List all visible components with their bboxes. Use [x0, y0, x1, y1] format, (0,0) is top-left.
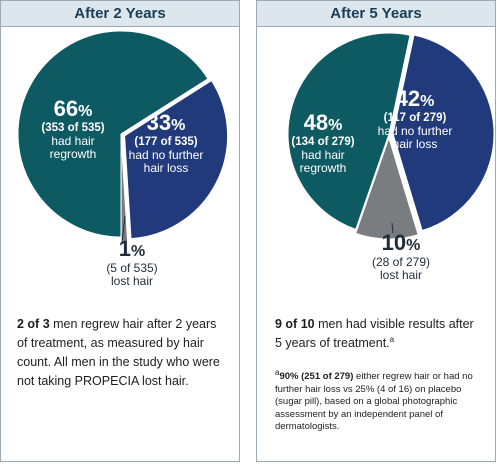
slice-label-no-further-loss: 42% (117 of 279) had no further hair los…	[375, 86, 455, 151]
footnote-marker: a	[389, 334, 395, 344]
slice-caption: had hair regrowth	[299, 147, 347, 175]
summary-body: men regrew hair after 2 years of treatme…	[17, 317, 220, 388]
pie-slice-lost-hair	[355, 136, 419, 240]
slice-percent: 66	[53, 96, 79, 121]
percent-sign: %	[406, 237, 421, 254]
panel-title: After 2 Years	[1, 1, 239, 27]
slice-caption: had hair regrowth	[49, 133, 97, 161]
panel-after-5-years: After 5 Years 48% (134 of 279) had hair …	[256, 0, 496, 462]
panel-after-2-years: After 2 Years 66% (353 of 535) had hair …	[0, 0, 240, 462]
pie-slice-no-further-loss	[124, 79, 229, 240]
slice-label-regrowth: 66% (353 of 535) had hair regrowth	[29, 96, 117, 161]
slice-label-lost-hair: 1% (5 of 535) lost hair	[97, 236, 167, 289]
percent-sign: %	[78, 103, 93, 120]
slice-count: (353 of 535)	[41, 121, 105, 134]
summary-body: men had visible results after 5 years of…	[275, 317, 474, 350]
summary-text: 9 of 10 men had visible results after 5 …	[275, 315, 475, 353]
pie-chart-2-years	[17, 30, 229, 244]
footnote: a90% (251 of 279) either regrew hair or …	[275, 367, 475, 434]
slice-caption: had no further hair loss	[128, 147, 204, 175]
slice-count: (117 of 279)	[383, 111, 447, 124]
leader-line	[121, 215, 126, 244]
summary-text: 2 of 3 men regrew hair after 2 years of …	[17, 315, 229, 391]
percent-sign: %	[420, 93, 435, 110]
slice-count: (5 of 535)	[106, 260, 158, 275]
pie-chart-5-years	[287, 32, 495, 240]
pie-slice-regrowth	[287, 32, 411, 231]
slice-percent: 1	[118, 236, 131, 261]
slice-percent: 42	[395, 86, 421, 111]
slice-caption: had no further hair loss	[377, 123, 453, 151]
slice-percent: 33	[146, 110, 172, 135]
pie-slice-regrowth	[17, 30, 209, 238]
summary-lead: 2 of 3	[17, 317, 50, 331]
summary-lead: 9 of 10	[275, 317, 315, 331]
slice-label-lost-hair: 10% (28 of 279) lost hair	[363, 230, 439, 283]
slice-percent: 48	[303, 110, 329, 135]
slice-count: (177 of 535)	[134, 135, 198, 148]
pie-slice-lost-hair	[120, 137, 129, 242]
footnote-body: either regrew hair or had no further hai…	[275, 371, 473, 432]
slice-count: (134 of 279)	[291, 135, 355, 148]
percent-sign: %	[131, 243, 146, 260]
leader-line	[391, 222, 394, 234]
panel-title: After 5 Years	[257, 1, 495, 27]
slice-percent: 10	[381, 230, 407, 255]
slice-label-no-further-loss: 33% (177 of 535) had no further hair los…	[123, 110, 209, 175]
slice-count: (28 of 279)	[371, 254, 431, 269]
pie-slice-no-further-loss	[392, 34, 495, 232]
percent-sign: %	[171, 117, 186, 134]
percent-sign: %	[328, 117, 343, 134]
slice-label-regrowth: 48% (134 of 279) had hair regrowth	[285, 110, 361, 175]
footnote-lead: 90% (251 of 279)	[279, 371, 354, 382]
footnote-marker: a	[275, 367, 280, 377]
slice-caption: lost hair	[110, 274, 154, 289]
slice-caption: lost hair	[379, 268, 423, 283]
